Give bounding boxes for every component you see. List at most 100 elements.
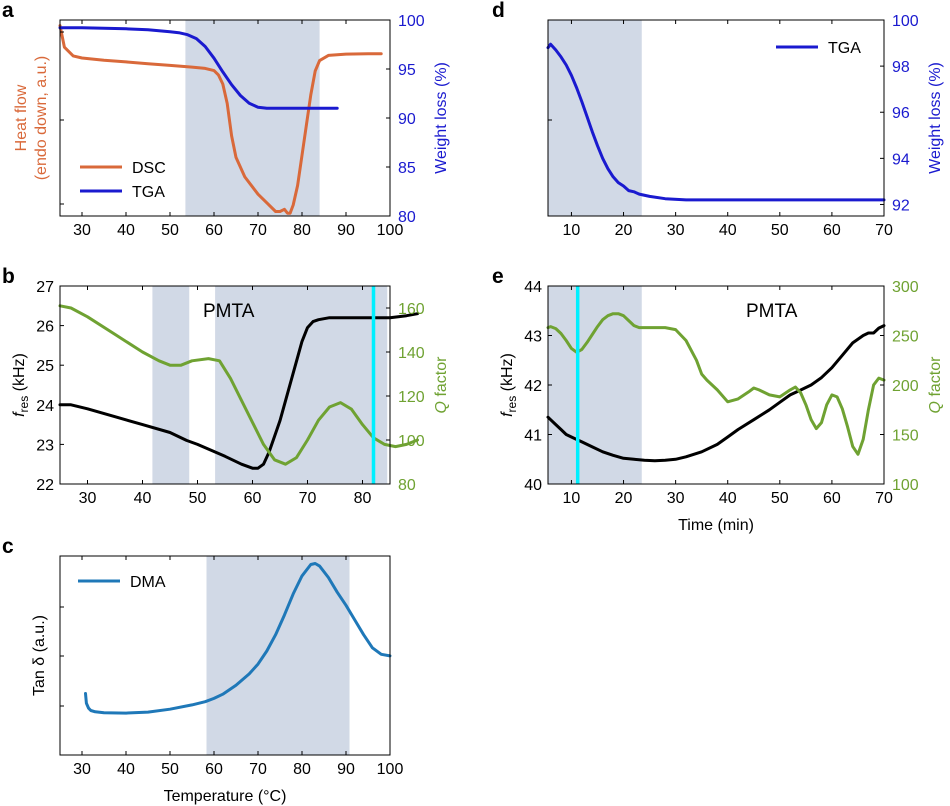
x-tick-label: 70 xyxy=(249,222,267,239)
shaded-region xyxy=(548,286,642,484)
y-label-italic: Q xyxy=(433,401,450,413)
y-label-sub: res xyxy=(505,396,519,413)
y-axis-label-left: fres (kHz) xyxy=(11,353,31,417)
series-line-fres xyxy=(58,312,419,470)
y-label-sub: res xyxy=(17,396,31,413)
x-tick-label: 60 xyxy=(823,490,841,507)
x-tick-label: 90 xyxy=(337,761,355,778)
panel-letter: d xyxy=(492,0,505,22)
x-tick-label: 30 xyxy=(73,222,91,239)
series-line-tga xyxy=(546,42,886,202)
x-tick-label: 50 xyxy=(189,490,207,507)
y-tick-label-right: 100 xyxy=(398,433,425,450)
x-tick-label: 10 xyxy=(563,222,581,239)
x-tick-label: 100 xyxy=(377,222,404,239)
y-axis-label-left: Tan δ (a.u.) xyxy=(31,615,48,696)
y-tick-label-right: 96 xyxy=(892,105,910,122)
x-tick-label: 30 xyxy=(79,490,97,507)
x-tick-label: 80 xyxy=(293,222,311,239)
x-tick-label: 50 xyxy=(771,222,789,239)
y-tick-label-left: 40 xyxy=(524,477,542,494)
y-tick-label-right: 80 xyxy=(398,209,416,226)
panel-letter: e xyxy=(492,265,504,288)
x-tick-label: 10 xyxy=(563,490,581,507)
series-line-tga xyxy=(58,26,339,110)
y-tick-label-right: 300 xyxy=(892,279,919,296)
y-tick-label-right: 90 xyxy=(398,111,416,128)
legend-entry: DSC xyxy=(132,160,166,177)
y-axis-label-left: Heat flow (endo down, a.u.) xyxy=(13,56,50,181)
y-tick-label-left: 41 xyxy=(524,428,542,445)
x-tick-label: 40 xyxy=(134,490,152,507)
x-tick-label: 40 xyxy=(117,222,135,239)
y-tick-label-left: 42 xyxy=(524,378,542,395)
x-tick-label: 20 xyxy=(615,222,633,239)
y-axis-label-right: Q factor xyxy=(927,356,944,414)
x-axis-label: Temperature (°C) xyxy=(164,788,287,805)
y-label-main: f xyxy=(499,411,516,417)
y-axis-label-right: Weight loss (%) xyxy=(433,62,450,174)
series-line-dma xyxy=(84,562,392,715)
x-tick-label: 40 xyxy=(719,490,737,507)
y-tick-label-right: 94 xyxy=(892,151,910,168)
x-tick-label: 30 xyxy=(667,490,685,507)
x-tick-label: 70 xyxy=(299,490,317,507)
legend-entry: TGA xyxy=(132,184,165,201)
x-tick-label: 80 xyxy=(293,761,311,778)
y-label-italic: Q xyxy=(927,401,944,413)
x-tick-label: 50 xyxy=(161,222,179,239)
shaded-region xyxy=(206,556,350,755)
x-tick-label: 100 xyxy=(377,761,404,778)
shaded-region xyxy=(548,20,642,216)
series-line-q-factor xyxy=(546,312,886,456)
x-tick-label: 30 xyxy=(73,761,91,778)
y-tick-label-left: 26 xyxy=(36,319,54,336)
y-tick-label-right: 150 xyxy=(892,428,919,445)
y-axis-label-line: Heat flow xyxy=(13,84,30,151)
panel-d: d 10 20 30 40 50 60 70 92 94 96 98 100 Weight loss (%… xyxy=(492,0,944,239)
y-tick-label-right: 92 xyxy=(892,197,910,214)
plot-frame xyxy=(547,19,885,217)
panel-b: b 30 40 50 60 70 80 22 23 24 25 26 27 80 100 120 140 160 f… xyxy=(2,265,450,507)
y-tick-label-right: 98 xyxy=(892,59,910,76)
x-tick-label: 70 xyxy=(249,761,267,778)
x-tick-label: 50 xyxy=(771,490,789,507)
x-tick-label: 80 xyxy=(354,490,372,507)
x-tick-label: 60 xyxy=(823,222,841,239)
y-tick-label-right: 160 xyxy=(398,301,425,318)
y-tick-label-right: 100 xyxy=(398,13,425,30)
annotation-label: PMTA xyxy=(203,301,255,322)
y-tick-label-right: 100 xyxy=(892,477,919,494)
x-tick-label: 40 xyxy=(719,222,737,239)
y-tick-label-right: 250 xyxy=(892,329,919,346)
y-tick-label-right: 80 xyxy=(398,477,416,494)
y-label-rest: factor xyxy=(433,356,450,401)
y-axis-label-line: (endo down, a.u.) xyxy=(33,56,50,181)
y-tick-label-left: 24 xyxy=(36,398,54,415)
shaded-region xyxy=(152,286,190,484)
y-axis-label-right: Q factor xyxy=(433,356,450,414)
y-tick-label-left: 43 xyxy=(524,329,542,346)
x-tick-label: 60 xyxy=(205,761,223,778)
y-axis-label-right: Weight loss (%) xyxy=(927,62,944,174)
x-tick-label: 20 xyxy=(615,490,633,507)
y-label-rest: (kHz) xyxy=(11,353,28,396)
panel-e: e 10 20 30 40 50 60 70 40 41 42 43 44 100 150 200 250 300… xyxy=(492,265,944,534)
x-tick-label: 30 xyxy=(667,222,685,239)
series-line-dsc xyxy=(58,24,383,215)
y-label-main: f xyxy=(11,411,28,417)
panel-c: c 30 40 50 60 70 80 90 100 Temperature (°C) Tan δ … xyxy=(2,535,403,805)
y-tick-label-right: 140 xyxy=(398,345,425,362)
x-tick-label: 70 xyxy=(875,490,893,507)
x-axis-label: Time (min) xyxy=(678,517,754,534)
series-line-q-factor xyxy=(58,304,419,466)
y-label-rest: (kHz) xyxy=(499,353,516,396)
y-label-rest: factor xyxy=(927,356,944,401)
x-tick-label: 40 xyxy=(117,761,135,778)
panel-letter: c xyxy=(2,535,14,558)
y-tick-label-left: 22 xyxy=(36,477,54,494)
plot-frame xyxy=(59,285,391,485)
x-tick-label: 90 xyxy=(337,222,355,239)
